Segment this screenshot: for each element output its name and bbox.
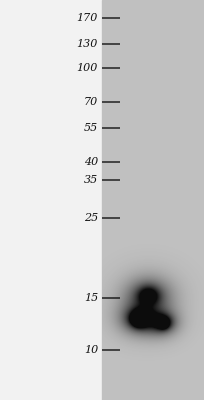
Text: 70: 70 [84, 97, 98, 107]
Text: 55: 55 [84, 123, 98, 133]
Text: 40: 40 [84, 157, 98, 167]
Text: 25: 25 [84, 213, 98, 223]
Text: 15: 15 [84, 293, 98, 303]
Text: 35: 35 [84, 175, 98, 185]
Bar [0, 0, 102, 400]
Text: 130: 130 [77, 39, 98, 49]
Text: 10: 10 [84, 345, 98, 355]
Text: 100: 100 [77, 63, 98, 73]
Text: 170: 170 [77, 13, 98, 23]
Bar [102, 0, 204, 400]
